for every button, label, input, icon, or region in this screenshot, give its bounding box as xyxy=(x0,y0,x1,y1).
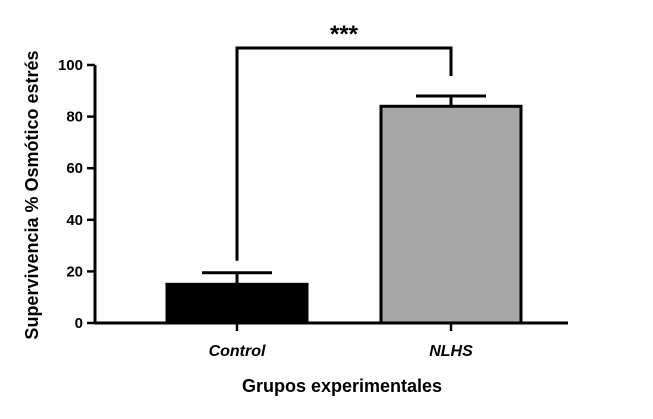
x-tick-label: Control xyxy=(209,343,266,360)
plot-area: 0 20 40 60 80 100 Control NLHS *** xyxy=(58,21,568,360)
y-tick-label: 0 xyxy=(75,315,83,332)
significance-label: *** xyxy=(330,21,359,48)
y-tick-label: 80 xyxy=(66,109,83,126)
y-tick-label: 40 xyxy=(66,212,83,229)
bar-nlhs xyxy=(379,104,523,325)
y-tick-label: 100 xyxy=(58,57,83,74)
x-tick-label: NLHS xyxy=(429,343,473,360)
y-tick-label: 60 xyxy=(66,160,83,177)
x-axis-title: Grupos experimentales xyxy=(242,376,442,396)
significance-bracket xyxy=(235,46,453,261)
y-axis-title: Supervivencia % Osmótico estrés xyxy=(22,50,42,339)
bar-control xyxy=(165,282,309,325)
y-tick-label: 20 xyxy=(66,263,83,280)
